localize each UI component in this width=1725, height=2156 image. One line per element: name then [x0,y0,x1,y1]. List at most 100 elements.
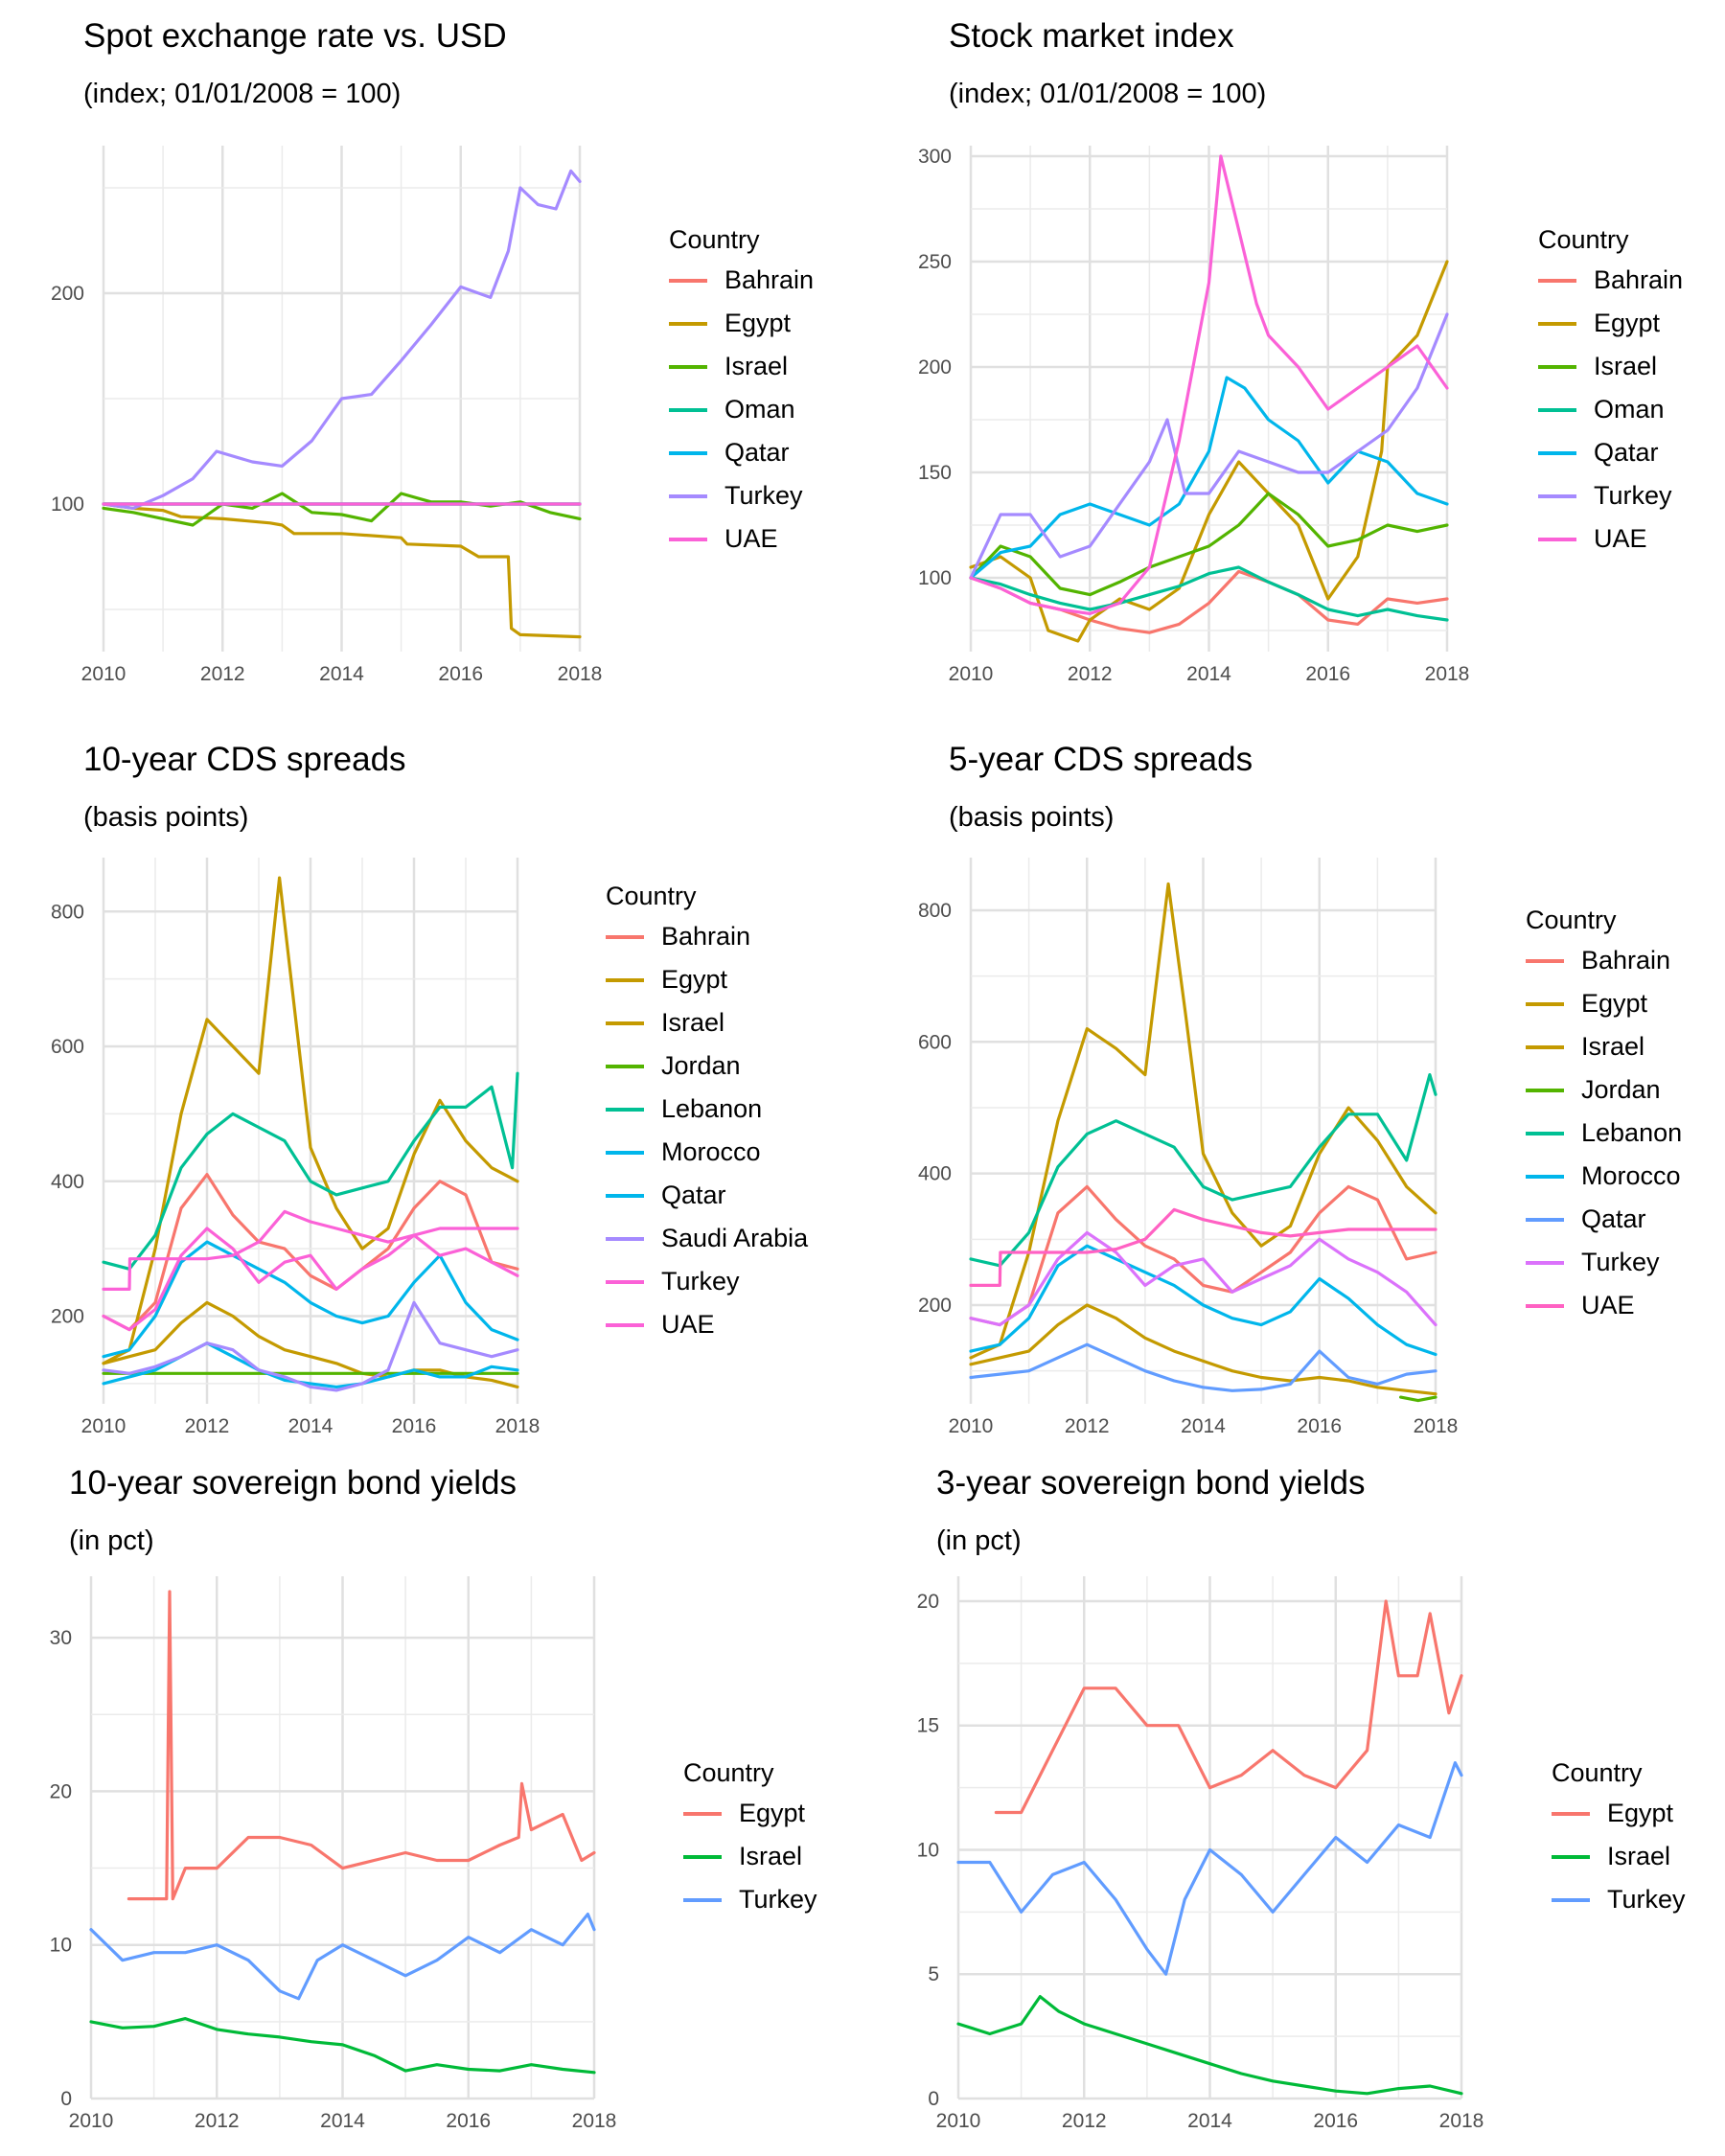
legend-items: Bahrain Egypt Israel Oman Qatar Turkey UAE [1538,259,1683,561]
legend-label: UAE [1594,524,1647,553]
x-tick-label: 2014 [319,663,364,685]
y-tick-label: 200 [51,1306,84,1328]
panel-stock-market-index: Stock market index (index; 01/01/2008 = … [862,0,1725,719]
y-tick-labels: 0 10 20 30 [50,1627,72,2110]
legend-label: Jordan [661,1051,741,1080]
y-tick-label: 150 [918,462,952,484]
legend-key [1526,1174,1564,1179]
legend-label: Turkey [724,481,803,510]
legend-item: Saudi Arabia [606,1217,808,1260]
series-line-turkey [956,1761,1463,1976]
y-tick-label: 800 [51,901,84,923]
legend-item: Bahrain [1526,939,1682,982]
legend-label: UAE [661,1310,715,1339]
legend-label: Egypt [739,1799,806,1827]
panel-subtitle: (in pct) [936,1525,1022,1556]
legend-key [669,537,707,541]
panel-5y-cds-spreads: 5-year CDS spreads (basis points) 2010 20… [862,719,1725,1437]
legend-key [1552,1897,1590,1902]
legend-key [1552,1854,1590,1859]
legend: Country Bahrain Egypt Israel Oman Qatar Turke… [1538,220,1683,561]
legend-label: Morocco [661,1137,761,1166]
legend-label: Egypt [661,965,728,994]
y-tick-label: 0 [60,2088,72,2110]
legend-label: Turkey [1581,1248,1660,1276]
x-tick-labels: 2010 2012 2014 2016 2018 [949,1415,1459,1437]
legend: Country Bahrain Egypt Israel Jordan Lebanon M… [606,877,808,1346]
y-tick-labels: 200 400 600 800 [918,900,952,1317]
legend-key [1526,1217,1564,1222]
panel-subtitle: (basis points) [83,802,249,833]
x-tick-label: 2018 [1425,663,1470,685]
series-line-bahrain [969,1184,1438,1327]
legend-key [606,934,644,939]
x-tick-label: 2010 [81,663,126,685]
legend-key [1526,1131,1564,1135]
x-tick-label: 2014 [1186,663,1231,685]
legend-key [1538,278,1576,283]
legend-item: Bahrain [606,915,808,958]
legend-key [606,1021,644,1025]
legend-label: Turkey [739,1885,817,1914]
legend-item: UAE [1538,517,1683,561]
y-tick-label: 200 [918,356,952,378]
legend-item: Lebanon [606,1088,808,1131]
legend-key [606,1236,644,1241]
legend-item: Qatar [1538,431,1683,474]
legend-key [606,1150,644,1155]
legend-title: Country [606,882,697,910]
y-tick-label: 800 [918,900,952,922]
series-line-qatar [969,1342,1438,1392]
legend-key [669,278,707,283]
legend-key [1526,1260,1564,1265]
legend-item: Morocco [1526,1155,1682,1198]
series-line-turkey [969,312,1449,580]
legend-item: Qatar [669,431,814,474]
y-tick-labels: 100 200 [51,283,84,516]
series-lines [102,876,519,1392]
x-tick-label: 2016 [1305,663,1350,685]
panel-title: Spot exchange rate vs. USD [83,17,507,55]
legend-item: Egypt [1552,1792,1686,1835]
panel-subtitle: (index; 01/01/2008 = 100) [949,79,1267,109]
legend-label: Egypt [1594,309,1661,337]
x-tick-label: 2014 [1187,2110,1232,2132]
legend-label: Qatar [1581,1204,1646,1233]
panel-title: 10-year CDS spreads [83,741,406,778]
series-line-israel [969,1303,1438,1396]
legend-item: Egypt [669,302,814,345]
series-line-turkey [102,169,582,511]
x-tick-label: 2014 [288,1415,334,1437]
x-tick-label: 2010 [69,2110,114,2132]
x-tick-label: 2014 [1181,1415,1226,1437]
chart-svg: 2010 2012 2014 2016 2018 200 400 600 800 [51,858,540,1437]
series-line-egypt [969,260,1449,643]
legend-key [1538,407,1576,412]
y-tick-label: 20 [50,1780,72,1802]
legend-item: Bahrain [669,259,814,302]
series-line-lebanon [969,1073,1438,1268]
panel-3y-bond-yields: 3-year sovereign bond yields (in pct) 20… [862,1437,1725,2156]
y-tick-label: 10 [917,1839,939,1861]
series-lines [969,882,1438,1403]
x-tick-labels: 2010 2012 2014 2016 2018 [949,663,1470,685]
x-gridlines [956,1576,1463,2099]
legend-label: Israel [739,1842,803,1870]
legend: Country Egypt Israel Turkey [683,1754,817,1921]
legend-label: Saudi Arabia [661,1224,809,1252]
legend-label: Jordan [1581,1075,1661,1104]
x-tick-label: 2012 [195,2110,240,2132]
legend-item: Israel [606,1001,808,1044]
series-line-israel [969,492,1449,597]
legend-label: Oman [724,395,795,424]
legend-item: Egypt [1526,982,1682,1025]
x-tick-label: 2010 [936,2110,981,2132]
legend-items: Bahrain Egypt Israel Oman Qatar Turkey UAE [669,259,814,561]
series-line-israel [956,1994,1463,2096]
legend-item: Israel [1526,1025,1682,1068]
series-line-egypt [126,1590,596,1901]
series-line-egypt [994,1599,1463,1815]
legend-item: Turkey [1538,474,1683,517]
legend-item: Jordan [606,1044,808,1088]
legend-title: Country [683,1758,774,1787]
